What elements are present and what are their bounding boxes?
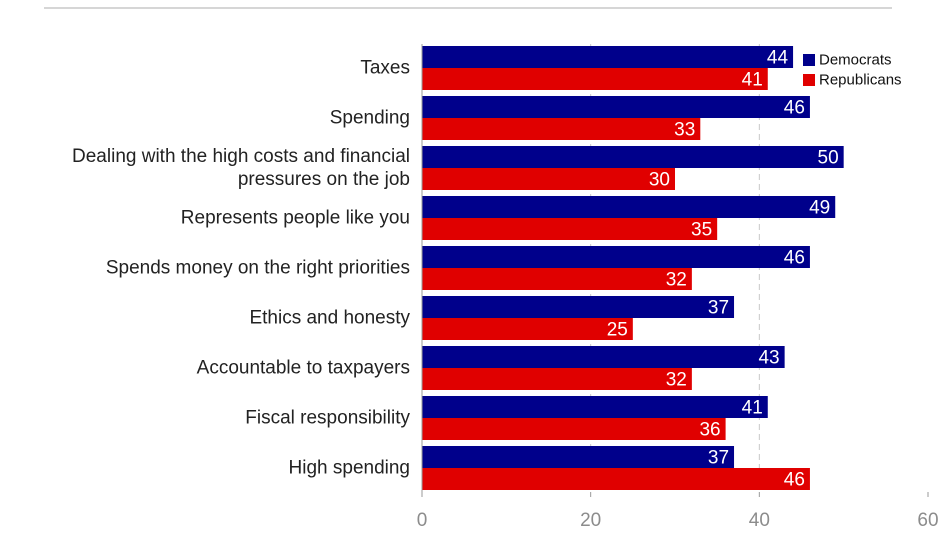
bar-democrats	[422, 96, 810, 118]
bar-democrats	[422, 346, 785, 368]
data-label: 46	[784, 470, 805, 491]
bar-republicans	[422, 318, 633, 340]
data-label: 30	[649, 170, 670, 191]
x-axis-ticks: 0 20 40 60	[417, 492, 939, 531]
tick-label: 40	[749, 510, 770, 531]
category-label: Spending	[330, 108, 410, 129]
bar-republicans	[422, 268, 692, 290]
data-label: 37	[708, 448, 729, 469]
bar-republicans	[422, 118, 701, 140]
bar-democrats	[422, 396, 768, 418]
data-label: 43	[758, 348, 779, 369]
data-label: 37	[708, 298, 729, 319]
bar-republicans	[422, 368, 692, 390]
data-label: 41	[742, 398, 763, 419]
legend-label: Republicans	[819, 72, 902, 89]
data-label: 50	[818, 148, 839, 169]
data-label: 32	[666, 270, 687, 291]
category-label: Ethics and honesty	[249, 308, 410, 329]
legend-swatch	[803, 74, 815, 86]
category-label: Taxes	[360, 58, 410, 79]
bar-democrats	[422, 246, 810, 268]
data-label: 35	[691, 220, 712, 241]
category-label: Accountable to taxpayers	[197, 358, 410, 379]
bar-democrats	[422, 46, 794, 68]
bar-republicans	[422, 218, 718, 240]
tick-label: 20	[580, 510, 601, 531]
data-label: 36	[699, 420, 720, 441]
data-label: 41	[742, 70, 763, 91]
category-labels: Taxes Spending Dealing with the high costs…	[72, 58, 410, 479]
bar-democrats	[422, 446, 735, 468]
legend-swatch	[803, 54, 815, 66]
tick-label: 60	[917, 510, 938, 531]
category-label: pressures on the job	[238, 169, 410, 190]
bar-republicans	[422, 418, 726, 440]
data-label: 46	[784, 248, 805, 269]
legend-label: Democrats	[819, 52, 892, 69]
category-label: High spending	[289, 458, 410, 479]
category-label: Fiscal responsibility	[245, 408, 410, 429]
data-label: 25	[607, 320, 628, 341]
data-label: 49	[809, 198, 830, 219]
data-label: 32	[666, 370, 687, 391]
bar-republicans	[422, 168, 675, 190]
bar-democrats	[422, 296, 735, 318]
category-label: Spends money on the right priorities	[106, 258, 410, 279]
data-label: 33	[674, 120, 695, 141]
data-label: 46	[784, 98, 805, 119]
legend: Democrats Republicans	[803, 52, 902, 89]
bar-republicans	[422, 68, 768, 90]
tick-label: 0	[417, 510, 428, 531]
category-label: Represents people like you	[181, 208, 410, 229]
bar-republicans	[422, 468, 810, 490]
bar-democrats	[422, 196, 836, 218]
data-label: 44	[767, 48, 789, 69]
bar-democrats	[422, 146, 844, 168]
category-label: Dealing with the high costs and financia…	[72, 146, 410, 167]
